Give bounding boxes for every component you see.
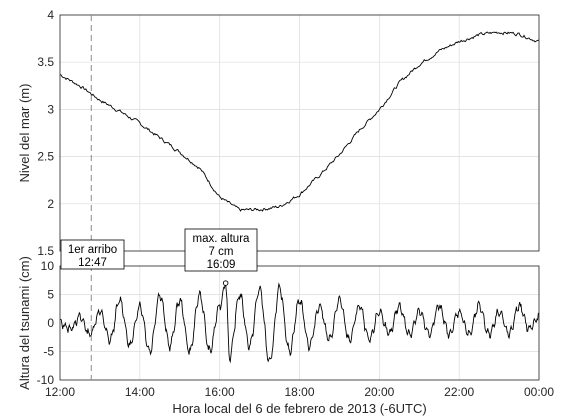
sea-level-line	[59, 31, 540, 212]
bottom-gridlines	[59, 265, 540, 381]
x-tick-0: 12:00	[45, 385, 75, 399]
x-tick-5: 22:00	[444, 385, 474, 399]
x-tick-4: 20:00	[364, 385, 394, 399]
first-arrival-label: 1er arribo	[68, 244, 117, 256]
bottom-y-tick-3: 5	[47, 288, 54, 302]
top-y-tick-4: 3.5	[37, 55, 54, 69]
top-y-tick-5: 4	[47, 8, 54, 22]
bottom-y-tick-0: -10	[37, 373, 55, 387]
first-arrival-annotation: 1er arribo 12:47	[60, 239, 125, 270]
top-y-tick-labels: 1.5 2 2.5 3 3.5 4	[37, 8, 54, 258]
top-y-tick-3: 3	[47, 102, 54, 116]
x-axis-label: Hora local del 6 de febrero de 2013 (-6U…	[172, 401, 426, 416]
max-height-marker	[222, 280, 229, 286]
x-tick-6: 00:00	[524, 385, 554, 399]
bottom-y-axis-label: Altura del tsunami (cm)	[17, 256, 32, 390]
max-height-value: 7 cm	[209, 246, 234, 258]
x-tick-3: 18:00	[284, 385, 314, 399]
bottom-y-tick-2: 0	[47, 316, 54, 330]
x-tick-1: 14:00	[125, 385, 155, 399]
top-y-tick-2: 2.5	[37, 150, 54, 164]
max-height-time: 16:09	[207, 259, 236, 271]
x-tick-labels: 12:00 14:00 16:00 18:00 20:00 22:00 00:00	[45, 385, 554, 399]
top-y-tick-1: 2	[47, 197, 54, 211]
first-arrival-time: 12:47	[78, 257, 107, 269]
max-height-label: max. altura	[193, 233, 250, 245]
top-plot-frame	[59, 14, 540, 252]
bottom-y-tick-1: -5	[43, 345, 54, 359]
top-gridlines	[59, 14, 540, 252]
top-y-axis-label: Nivel del mar (m)	[17, 84, 32, 183]
bottom-plot-frame	[59, 265, 540, 381]
sea-level-series	[59, 31, 540, 212]
x-tick-2: 16:00	[205, 385, 235, 399]
tsunami-series	[59, 282, 540, 364]
tsunami-line	[59, 282, 540, 364]
bottom-y-tick-4: 10	[41, 259, 55, 273]
bottom-y-tick-labels: -10 -5 0 5 10	[37, 259, 55, 387]
top-y-tick-0: 1.5	[37, 244, 54, 258]
max-height-annotation: max. altura 7 cm 16:09	[184, 228, 258, 272]
